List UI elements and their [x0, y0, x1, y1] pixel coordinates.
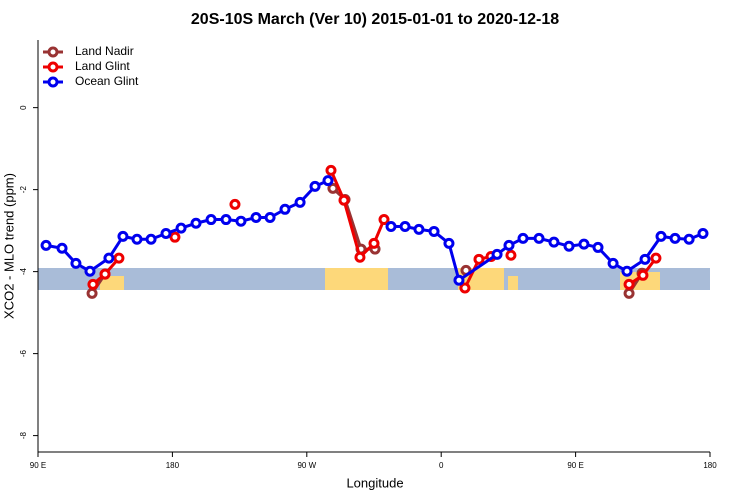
point: [229, 198, 241, 210]
y-tick-label: 0: [19, 105, 28, 110]
point: [175, 222, 187, 234]
point: [160, 227, 172, 239]
point: [621, 265, 633, 277]
point: [190, 217, 202, 229]
point: [368, 237, 380, 249]
point: [84, 265, 96, 277]
legend-marker: [47, 61, 59, 73]
x-tick-label: 180: [166, 461, 180, 470]
point: [637, 269, 649, 281]
legend-label: Land Glint: [75, 59, 130, 73]
y-tick-label: -4: [19, 268, 28, 276]
point: [503, 239, 515, 251]
point: [473, 253, 485, 265]
point: [220, 214, 232, 226]
point: [354, 251, 366, 263]
y-tick-label: -2: [19, 186, 28, 194]
point: [385, 221, 397, 233]
point: [205, 214, 217, 226]
point: [697, 227, 709, 239]
y-axis-label: XCO2 - MLO trend (ppm): [1, 173, 16, 319]
point: [453, 274, 465, 286]
point: [505, 249, 517, 261]
y-tick-label: -6: [19, 350, 28, 358]
legend-label: Ocean Glint: [75, 74, 139, 88]
point: [322, 175, 334, 187]
point: [309, 180, 321, 192]
x-tick-label: 90 E: [567, 461, 583, 470]
x-tick-label: 0: [439, 461, 444, 470]
point: [669, 232, 681, 244]
series-line: [45, 179, 704, 283]
x-tick-label: 90 W: [297, 461, 316, 470]
point: [639, 253, 651, 265]
point: [623, 278, 635, 290]
point: [428, 225, 440, 237]
point: [235, 215, 247, 227]
point: [491, 248, 503, 260]
point: [655, 230, 667, 242]
x-tick-label: 90 E: [30, 461, 46, 470]
legend-marker: [47, 46, 59, 58]
point: [113, 252, 125, 264]
point: [650, 252, 662, 264]
point: [459, 282, 471, 294]
point: [413, 223, 425, 235]
point: [145, 233, 157, 245]
point: [683, 233, 695, 245]
point: [87, 278, 99, 290]
point: [563, 240, 575, 252]
point: [250, 212, 262, 224]
legend-marker: [47, 76, 59, 88]
point: [56, 242, 68, 254]
point: [443, 237, 455, 249]
point: [264, 212, 276, 224]
point: [279, 203, 291, 215]
point: [86, 287, 98, 299]
point: [327, 182, 339, 194]
legend-label: Land Nadir: [75, 44, 134, 58]
point: [623, 287, 635, 299]
point: [40, 239, 52, 251]
point: [294, 196, 306, 208]
point: [592, 241, 604, 253]
point: [70, 257, 82, 269]
point: [117, 230, 129, 242]
land-mask: [38, 268, 710, 290]
point: [578, 238, 590, 250]
point: [607, 257, 619, 269]
point: [99, 268, 111, 280]
point: [338, 194, 350, 206]
point: [378, 214, 390, 226]
point: [533, 232, 545, 244]
point: [325, 164, 337, 176]
point: [103, 252, 115, 264]
point: [548, 236, 560, 248]
point: [399, 221, 411, 233]
chart-title: 20S-10S March (Ver 10) 2015-01-01 to 202…: [191, 11, 559, 28]
point: [131, 233, 143, 245]
point: [169, 231, 181, 243]
x-axis-label: Longitude: [346, 475, 403, 490]
x-tick-label: 180: [703, 461, 717, 470]
y-tick-label: -8: [19, 432, 28, 440]
point: [517, 232, 529, 244]
